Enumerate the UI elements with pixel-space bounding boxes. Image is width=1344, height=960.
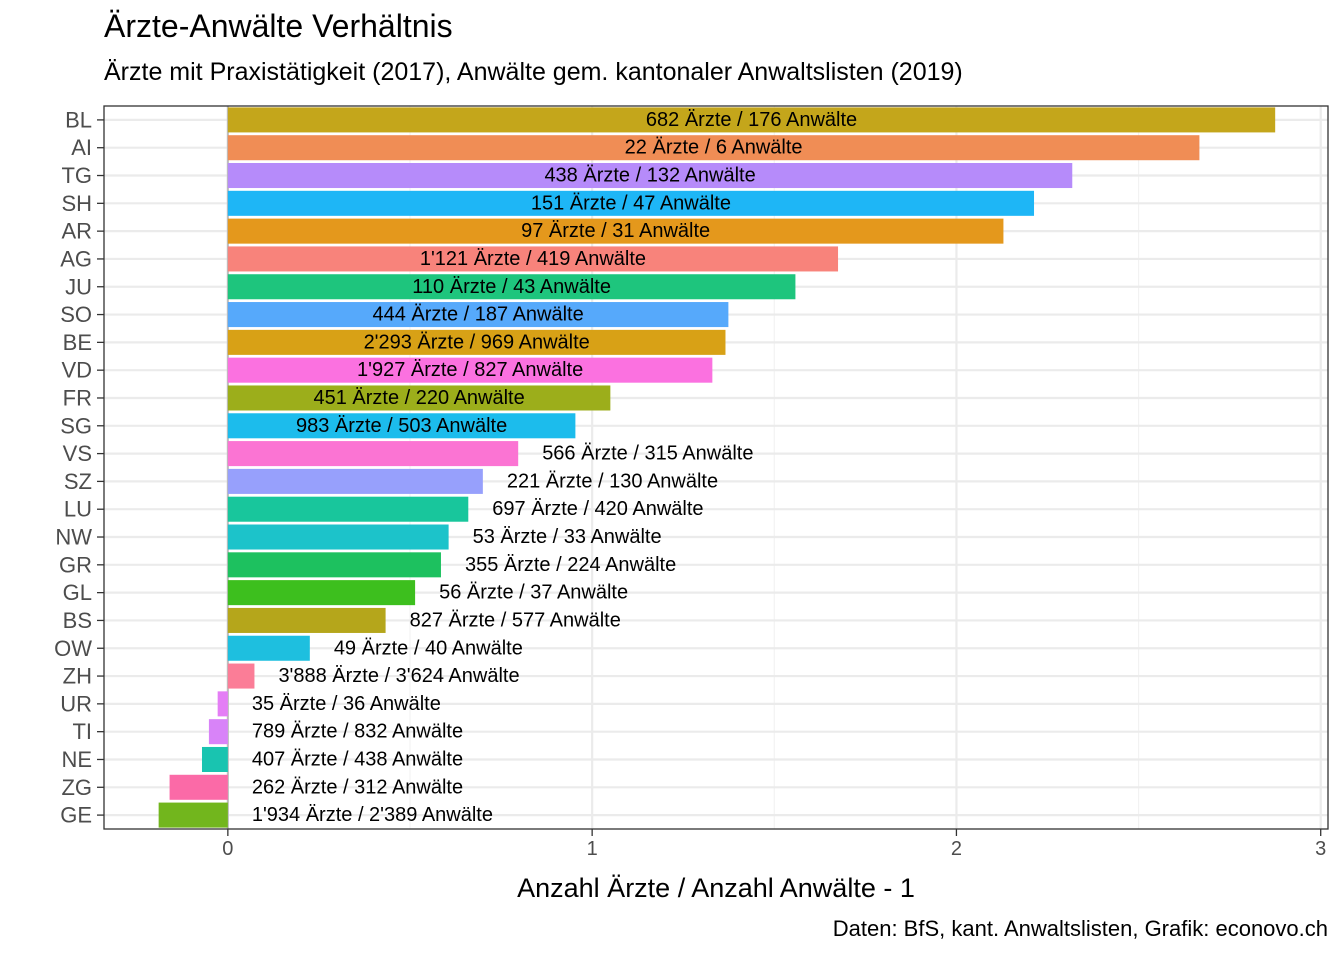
plot-panel-border <box>103 105 1329 830</box>
bar-zh <box>227 663 255 689</box>
bar-so <box>227 302 729 328</box>
bar-gl <box>227 580 416 606</box>
bars-group <box>158 107 1276 828</box>
bar-tg <box>227 163 1073 189</box>
data-label-zg: 262 Ärzte / 312 Anwälte <box>252 776 463 798</box>
y-tick-label-zg: ZG <box>61 775 92 800</box>
y-tick-label-sg: SG <box>60 413 92 438</box>
y-tick-label-nw: NW <box>55 525 92 550</box>
data-label-gr: 355 Ärzte / 224 Anwälte <box>465 554 676 576</box>
bar-sh <box>227 190 1035 216</box>
bar-nw <box>227 524 449 550</box>
y-tick-label-so: SO <box>60 302 92 327</box>
data-labels-group: 682 Ärzte / 176 Anwälte 22 Ärzte / 6 Anwä… <box>252 109 857 826</box>
bar-ow <box>227 635 310 661</box>
y-tick-label-be: BE <box>63 330 92 355</box>
y-tick-label-sh: SH <box>61 191 92 216</box>
data-label-ne: 407 Ärzte / 438 Anwälte <box>252 748 463 770</box>
x-axis-title: Anzahl Ärzte / Anzahl Anwälte - 1 <box>517 873 915 903</box>
data-label-vs: 566 Ärzte / 315 Anwälte <box>542 443 753 465</box>
y-tick-label-ur: UR <box>60 691 92 716</box>
y-tick-label-ai: AI <box>71 135 92 160</box>
bar-ne <box>201 746 228 772</box>
chart-title: Ärzte-Anwälte Verhältnis <box>104 8 453 44</box>
data-label-gl: 56 Ärzte / 37 Anwälte <box>439 582 628 604</box>
x-tick-label: 2 <box>951 838 962 860</box>
y-tick-label-lu: LU <box>64 497 92 522</box>
data-label-zh: 3'888 Ärzte / 3'624 Anwälte <box>278 665 519 687</box>
y-tick-label-ge: GE <box>60 803 92 828</box>
y-tick-label-ar: AR <box>61 219 92 244</box>
data-label-so: 444 Ärzte / 187 Anwälte <box>372 304 583 326</box>
data-label-ju: 110 Ärzte / 43 Anwälte <box>412 276 611 298</box>
bar-ju <box>227 274 796 300</box>
data-label-ag: 1'121 Ärzte / 419 Anwälte <box>420 248 646 270</box>
bar-bs <box>227 607 386 633</box>
data-label-ar: 97 Ärzte / 31 Anwälte <box>521 220 710 242</box>
data-label-ti: 789 Ärzte / 832 Anwälte <box>252 721 463 743</box>
bar-ge <box>158 802 228 828</box>
y-tick-label-gl: GL <box>63 580 92 605</box>
bar-gr <box>227 552 441 578</box>
y-tick-label-ti: TI <box>72 719 92 744</box>
y-tick-label-vd: VD <box>61 358 92 383</box>
y-tick-label-vs: VS <box>63 441 92 466</box>
bar-lu <box>227 496 469 522</box>
data-label-sz: 221 Ärzte / 130 Anwälte <box>507 470 718 492</box>
x-axis: 0 1 2 3 <box>222 829 1326 860</box>
y-tick-label-bs: BS <box>63 608 92 633</box>
data-label-ge: 1'934 Ärzte / 2'389 Anwälte <box>252 804 493 826</box>
chart-caption: Daten: BfS, kant. Anwaltslisten, Grafik:… <box>832 916 1328 941</box>
bar-ti <box>208 719 228 745</box>
data-label-ow: 49 Ärzte / 40 Anwälte <box>334 637 523 659</box>
y-tick-label-ju: JU <box>65 274 92 299</box>
bar-zg <box>169 774 228 800</box>
data-label-sh: 151 Ärzte / 47 Anwälte <box>531 192 731 214</box>
bar-ai <box>227 135 1200 161</box>
y-tick-label-ag: AG <box>60 246 92 271</box>
data-label-nw: 53 Ärzte / 33 Anwälte <box>473 526 662 548</box>
bar-sz <box>227 468 483 494</box>
data-label-tg: 438 Ärzte / 132 Anwälte <box>544 165 755 187</box>
y-tick-label-ow: OW <box>54 636 92 661</box>
data-label-vd: 1'927 Ärzte / 827 Anwälte <box>357 359 583 381</box>
y-tick-label-zh: ZH <box>63 664 92 689</box>
y-tick-label-tg: TG <box>61 163 92 188</box>
data-label-bs: 827 Ärzte / 577 Anwälte <box>410 609 621 631</box>
x-tick-label: 3 <box>1315 838 1326 860</box>
bar-bl <box>227 107 1276 133</box>
bar-fr <box>227 385 611 411</box>
bar-vs <box>227 441 519 467</box>
bar-sg <box>227 413 576 439</box>
data-label-be: 2'293 Ärzte / 969 Anwälte <box>364 331 590 353</box>
y-tick-label-fr: FR <box>63 385 92 410</box>
x-tick-label: 0 <box>222 838 233 860</box>
data-label-ur: 35 Ärzte / 36 Anwälte <box>252 693 441 715</box>
bar-be <box>227 329 726 355</box>
x-tick-label: 1 <box>587 838 598 860</box>
bar-ur <box>217 691 228 717</box>
data-label-sg: 983 Ärzte / 503 Anwälte <box>296 415 507 437</box>
y-tick-label-ne: NE <box>61 747 92 772</box>
y-tick-label-sz: SZ <box>64 469 92 494</box>
bar-vd <box>227 357 713 383</box>
data-label-fr: 451 Ärzte / 220 Anwälte <box>313 387 524 409</box>
y-tick-label-bl: BL <box>65 107 92 132</box>
chart-subtitle: Ärzte mit Praxistätigkeit (2017), Anwält… <box>104 58 963 86</box>
data-label-lu: 697 Ärzte / 420 Anwälte <box>492 498 703 520</box>
y-tick-label-gr: GR <box>59 552 92 577</box>
bar-ar <box>227 218 1004 244</box>
data-label-bl: 682 Ärzte / 176 Anwälte <box>646 109 857 131</box>
bar-ag <box>227 246 839 272</box>
data-label-ai: 22 Ärzte / 6 Anwälte <box>625 137 803 159</box>
